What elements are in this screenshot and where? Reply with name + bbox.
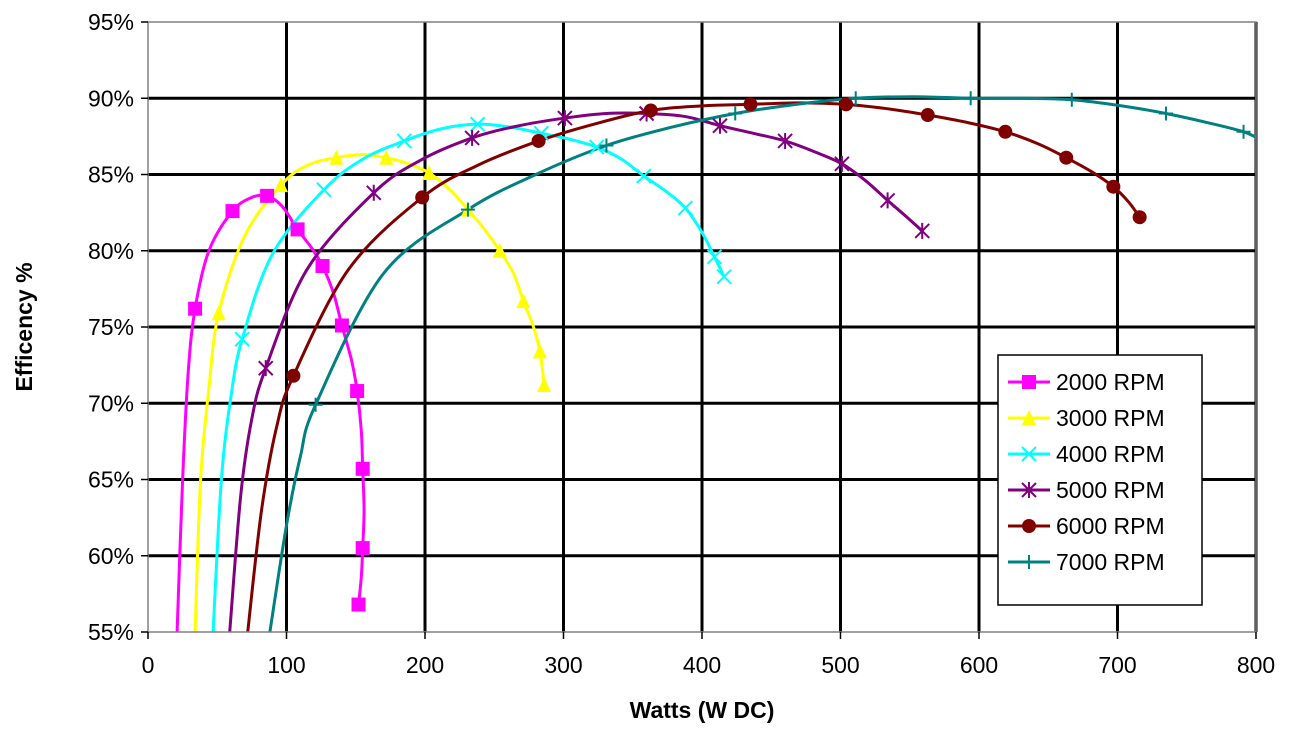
data-point-3000-rpm [492, 242, 507, 258]
data-point-6000-rpm [1106, 179, 1121, 194]
data-point-6000-rpm [839, 97, 854, 112]
data-point-2000-rpm [355, 461, 370, 476]
data-point-2000-rpm [188, 301, 203, 316]
x-tick-label: 200 [406, 652, 444, 678]
x-tick-label: 400 [683, 652, 721, 678]
y-tick-label: 80% [88, 238, 134, 264]
data-point-2000-rpm [350, 384, 365, 399]
data-point-6000-rpm [998, 124, 1013, 139]
data-point-7000-rpm [1064, 92, 1079, 107]
data-point-4000-rpm [706, 249, 723, 265]
data-point-4000-rpm [234, 331, 250, 347]
data-point-7000-rpm [848, 91, 863, 106]
x-tick-label: 500 [821, 652, 859, 678]
data-point-3000-rpm [532, 343, 547, 359]
data-point-3000-rpm [516, 293, 531, 309]
x-tick-label: 800 [1237, 652, 1275, 678]
x-tick-label: 600 [960, 652, 998, 678]
data-point-4000-rpm [316, 182, 332, 198]
legend-marker-5000-rpm [1021, 482, 1037, 498]
data-point-5000-rpm [557, 110, 573, 127]
legend: 2000 RPM 3000 RPM 4000 RPM 5000 RPM 6000 RPM… [997, 354, 1203, 606]
data-point-6000-rpm [286, 368, 301, 383]
data-point-5000-rpm [879, 192, 896, 209]
legend-marker-6000-rpm [1022, 519, 1036, 533]
legend-marker-3000-rpm [1022, 410, 1036, 425]
data-point-7000-rpm [599, 138, 614, 153]
marker-layer [188, 91, 1251, 612]
data-point-2000-rpm [290, 222, 305, 237]
data-point-5000-rpm [777, 132, 793, 149]
series-line-3000-rpm [193, 153, 546, 632]
data-point-3000-rpm [422, 164, 437, 180]
y-tick-label: 85% [88, 162, 134, 188]
legend-label-7000-rpm: 7000 RPM [1056, 549, 1165, 575]
data-point-3000-rpm [329, 149, 344, 165]
tick-labels: 0 100 200 300 400 500 600 700 800 55% 60% 65% 70% 75%… [88, 9, 1275, 678]
legend-label-3000-rpm: 3000 RPM [1056, 405, 1165, 431]
data-point-6000-rpm [920, 108, 935, 123]
data-point-7000-rpm [963, 91, 978, 106]
data-point-2000-rpm [351, 597, 366, 612]
data-point-6000-rpm [1132, 210, 1147, 225]
data-point-5000-rpm [366, 184, 382, 201]
legend-label-5000-rpm: 5000 RPM [1056, 477, 1165, 503]
data-point-5000-rpm [712, 117, 728, 134]
series-line-2000-rpm [175, 193, 366, 632]
data-point-4000-rpm [589, 139, 605, 155]
data-point-6000-rpm [531, 133, 546, 148]
data-point-6000-rpm [643, 103, 658, 118]
y-tick-label: 90% [88, 85, 134, 111]
data-point-3000-rpm [211, 305, 226, 321]
x-axis-title: Watts (W DC) [630, 697, 775, 723]
data-point-7000-rpm [1236, 124, 1251, 139]
data-point-2000-rpm [260, 188, 275, 203]
data-point-4000-rpm [469, 116, 486, 132]
x-tick-label: 100 [267, 652, 305, 678]
y-tick-label: 60% [88, 543, 134, 569]
series-line-5000-rpm [228, 111, 924, 632]
y-tick-label: 75% [88, 314, 134, 340]
x-tick-label: 300 [544, 652, 582, 678]
data-point-5000-rpm [464, 129, 480, 146]
legend-marker-4000-rpm [1021, 446, 1037, 462]
data-point-7000-rpm [1158, 106, 1173, 121]
y-axis-title: Efficency % [11, 262, 37, 391]
legend-label-4000-rpm: 4000 RPM [1056, 441, 1165, 467]
legend-marker-7000-rpm [1022, 555, 1036, 569]
y-tick-label: 70% [88, 390, 134, 416]
data-point-5000-rpm [834, 155, 850, 172]
y-tick-label: 95% [88, 9, 134, 35]
data-point-7000-rpm [728, 106, 743, 121]
data-point-6000-rpm [743, 97, 758, 112]
series-line-7000-rpm [268, 95, 1256, 632]
data-point-3000-rpm [273, 177, 288, 193]
data-point-2000-rpm [225, 204, 240, 219]
data-point-4000-rpm [636, 168, 652, 184]
legend-label-2000-rpm: 2000 RPM [1056, 369, 1165, 395]
data-point-2000-rpm [355, 541, 370, 556]
legend-marker-2000-rpm [1022, 375, 1036, 389]
data-point-2000-rpm [334, 318, 349, 333]
legend-label-6000-rpm: 6000 RPM [1056, 513, 1165, 539]
data-point-7000-rpm [460, 202, 475, 217]
data-point-3000-rpm [537, 376, 552, 392]
data-point-6000-rpm [1059, 150, 1074, 165]
x-tick-label: 700 [1098, 652, 1136, 678]
data-point-3000-rpm [379, 149, 394, 165]
data-point-5000-rpm [914, 222, 930, 239]
data-point-4000-rpm [396, 133, 412, 149]
data-point-2000-rpm [315, 259, 330, 273]
y-tick-label: 55% [88, 619, 134, 645]
data-point-4000-rpm [677, 200, 694, 216]
data-point-7000-rpm [308, 397, 323, 412]
data-point-5000-rpm [258, 360, 274, 377]
data-point-4000-rpm [716, 268, 732, 285]
y-tick-label: 65% [88, 467, 134, 493]
series-line-4000-rpm [211, 122, 726, 632]
data-point-6000-rpm [415, 190, 430, 205]
x-tick-label: 0 [142, 652, 155, 678]
